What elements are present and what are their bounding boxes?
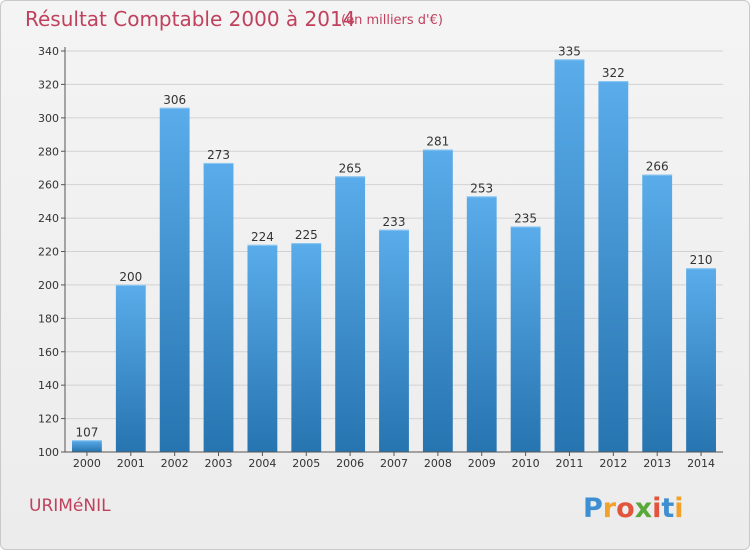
x-tick-label: 2004 xyxy=(248,457,276,470)
bar xyxy=(247,244,278,452)
data-label: 253 xyxy=(470,181,493,195)
bar xyxy=(686,268,716,452)
data-label: 281 xyxy=(426,135,449,149)
x-tick-label: 2011 xyxy=(555,457,583,470)
x-tick-label: 2007 xyxy=(380,457,408,470)
data-label: 265 xyxy=(339,161,362,175)
bar xyxy=(72,440,102,452)
bar xyxy=(422,149,453,452)
data-label: 200 xyxy=(119,270,142,284)
data-label: 335 xyxy=(558,44,581,58)
chart-subtitle: (en milliers d'€) xyxy=(341,13,443,28)
proxiti-logo: Proxiti xyxy=(583,493,684,524)
y-tick-label: 120 xyxy=(38,413,59,426)
x-tick-label: 2003 xyxy=(205,457,233,470)
y-tick-label: 340 xyxy=(38,45,59,58)
bar xyxy=(291,243,322,452)
bar xyxy=(642,174,673,452)
data-labels: 107 200 306 273 224 225 265 233 281 253 235 335 322 2… xyxy=(75,44,712,439)
y-axis: 100 120 140 160 180 200 220 240 260 280 300 320 340 xyxy=(38,45,66,459)
bar xyxy=(379,229,409,452)
bar xyxy=(115,284,146,452)
data-label: 273 xyxy=(207,148,230,162)
x-tick-label: 2001 xyxy=(117,457,145,470)
y-tick-label: 180 xyxy=(38,312,59,325)
bar xyxy=(466,196,497,452)
x-tick-label: 2002 xyxy=(161,457,189,470)
y-tick-label: 140 xyxy=(38,379,59,392)
data-label: 224 xyxy=(251,230,274,244)
y-tick-label: 100 xyxy=(38,446,59,459)
x-tick-label: 2006 xyxy=(336,457,364,470)
y-tick-label: 160 xyxy=(38,346,59,359)
y-tick-label: 280 xyxy=(38,145,59,158)
x-tick-label: 2000 xyxy=(73,457,101,470)
x-tick-label: 2008 xyxy=(424,457,452,470)
x-tick-label: 2014 xyxy=(687,457,715,470)
y-tick-label: 320 xyxy=(38,78,59,91)
chart-title: Résultat Comptable 2000 à 2014 xyxy=(25,7,356,31)
bar xyxy=(598,81,629,452)
x-tick-label: 2010 xyxy=(512,457,540,470)
x-tick-label: 2005 xyxy=(292,457,320,470)
bars xyxy=(72,59,716,453)
data-label: 322 xyxy=(602,66,625,80)
place-name: URIMéNIL xyxy=(29,496,111,516)
data-label: 266 xyxy=(646,160,669,174)
svg-text:Proxiti: Proxiti xyxy=(583,493,684,524)
x-axis: 2000 2001 2002 2003 2004 2005 2006 2007 2008 2009… xyxy=(65,451,723,470)
y-tick-label: 200 xyxy=(38,279,59,292)
data-label: 225 xyxy=(295,228,318,242)
y-tick-label: 240 xyxy=(38,212,59,225)
y-tick-label: 300 xyxy=(38,112,59,125)
x-tick-label: 2012 xyxy=(599,457,627,470)
data-label: 233 xyxy=(383,215,406,229)
data-label: 306 xyxy=(163,93,186,107)
bar xyxy=(554,59,585,453)
bar xyxy=(335,176,366,452)
y-tick-label: 260 xyxy=(38,179,59,192)
y-tick-label: 220 xyxy=(38,246,59,259)
x-tick-label: 2009 xyxy=(468,457,496,470)
x-tick-label: 2013 xyxy=(643,457,671,470)
bar xyxy=(510,226,541,452)
data-label: 107 xyxy=(75,425,98,439)
data-label: 210 xyxy=(690,253,713,267)
bar xyxy=(203,162,234,452)
data-label: 235 xyxy=(514,211,537,225)
bar xyxy=(159,107,190,452)
